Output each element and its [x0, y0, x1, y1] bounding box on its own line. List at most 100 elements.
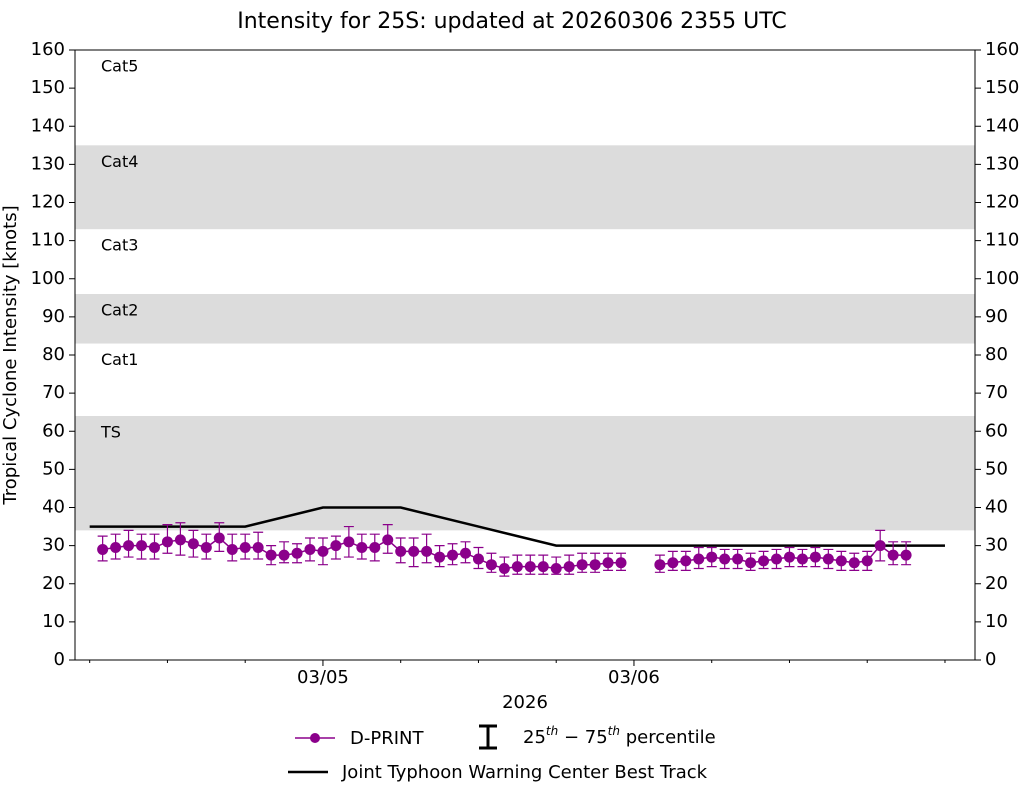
legend-errorbar	[479, 724, 497, 750]
y-tick-label: 50	[42, 458, 65, 479]
plot-frame	[74, 49, 976, 661]
data-point	[796, 553, 808, 565]
y-axis-label: Tropical Cyclone Intensity [knots]	[0, 205, 21, 505]
legend-label: 25th − 75th percentile	[523, 724, 716, 749]
data-point	[654, 559, 666, 571]
y-tick-label: 160	[31, 39, 65, 60]
data-point	[550, 563, 562, 574]
data-point	[278, 549, 290, 561]
y2-tick-label: 10	[985, 611, 1008, 632]
data-point	[848, 557, 860, 569]
data-point	[187, 538, 199, 550]
y-tick-label: 140	[31, 115, 65, 136]
y-tick-label: 90	[42, 306, 65, 327]
data-point	[459, 547, 471, 559]
data-point	[809, 551, 821, 563]
data-point	[693, 553, 705, 565]
y2-tick-label: 40	[985, 497, 1008, 518]
data-point	[213, 532, 225, 544]
category-label: Cat4	[101, 152, 138, 171]
y2-tick-label: 70	[985, 382, 1008, 403]
data-point	[576, 559, 588, 571]
y-tick-label: 20	[42, 573, 65, 594]
category-band	[75, 416, 975, 531]
data-point	[719, 553, 731, 565]
data-point	[758, 555, 770, 567]
data-point	[745, 557, 757, 569]
data-point	[524, 561, 536, 573]
y2-tick-label: 30	[985, 535, 1008, 556]
y2-tick-label: 90	[985, 306, 1008, 327]
y2-tick-label: 120	[985, 192, 1019, 213]
data-point	[369, 542, 381, 554]
y2-tick-label: 150	[985, 77, 1019, 98]
data-point	[732, 553, 744, 565]
category-label: Cat2	[101, 301, 138, 320]
data-point	[161, 536, 173, 548]
data-point	[408, 545, 420, 557]
y-tick-label: 100	[31, 268, 65, 289]
data-point	[110, 542, 122, 554]
data-point	[252, 542, 264, 554]
category-band	[75, 145, 975, 230]
data-point	[174, 534, 186, 546]
data-point	[447, 549, 459, 561]
legend-label-part: th	[546, 724, 558, 738]
data-point	[123, 540, 135, 552]
data-point	[861, 555, 873, 567]
data-point	[304, 543, 316, 555]
x-tick-label: 03/05	[297, 667, 349, 688]
data-point	[265, 549, 277, 561]
data-point	[563, 561, 575, 573]
y2-tick-label: 60	[985, 420, 1008, 441]
y-tick-label: 120	[31, 192, 65, 213]
data-point	[382, 534, 394, 546]
data-point	[239, 542, 251, 554]
y2-tick-label: 100	[985, 268, 1019, 289]
data-point	[472, 553, 484, 565]
legend-label: D-PRINT	[350, 728, 424, 749]
data-point	[498, 563, 510, 574]
y2-tick-label: 0	[985, 649, 996, 670]
data-point	[136, 540, 148, 552]
data-point	[589, 559, 601, 571]
data-point	[485, 559, 497, 571]
x-axis-label: 2026	[502, 692, 548, 713]
x-tick-label: 03/06	[608, 667, 660, 688]
category-band	[75, 294, 975, 344]
data-point	[421, 545, 433, 557]
y-tick-label: 70	[42, 382, 65, 403]
data-point	[822, 553, 834, 565]
data-point	[887, 549, 899, 561]
data-point	[667, 557, 679, 569]
y-tick-label: 10	[42, 611, 65, 632]
data-point	[900, 549, 912, 561]
category-label: Cat1	[101, 350, 138, 369]
y2-tick-label: 50	[985, 458, 1008, 479]
y2-tick-label: 20	[985, 573, 1008, 594]
legend-label: Joint Typhoon Warning Center Best Track	[341, 762, 708, 783]
data-point	[356, 542, 368, 554]
best-track-line	[89, 506, 945, 547]
category-label: Cat3	[101, 236, 138, 255]
category-label: TS	[100, 423, 121, 442]
data-point	[615, 557, 627, 569]
y2-tick-label: 130	[985, 153, 1019, 174]
data-point	[291, 547, 303, 559]
data-point	[226, 543, 238, 555]
y-tick-label: 150	[31, 77, 65, 98]
data-point	[434, 551, 446, 563]
data-point	[771, 553, 783, 565]
data-point	[706, 551, 718, 563]
data-point	[602, 557, 614, 569]
y-tick-label: 30	[42, 535, 65, 556]
y-tick-label: 0	[54, 649, 65, 670]
data-point	[97, 543, 109, 555]
category-label: Cat5	[101, 57, 138, 76]
data-point	[317, 545, 329, 557]
y2-tick-label: 160	[985, 39, 1019, 60]
y-tick-label: 40	[42, 497, 65, 518]
data-point	[680, 555, 692, 567]
y2-tick-label: 80	[985, 344, 1008, 365]
